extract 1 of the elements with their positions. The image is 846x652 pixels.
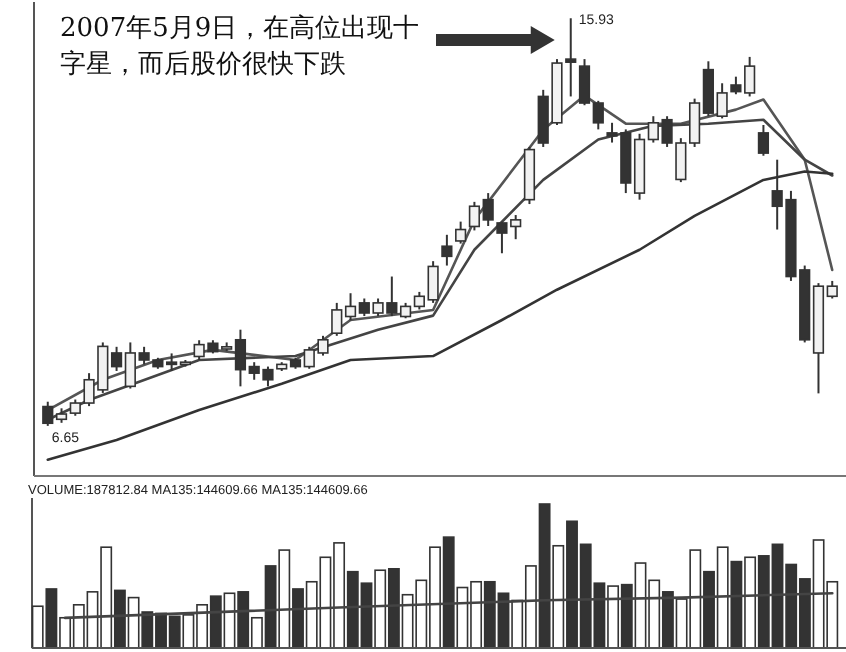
annotation: 2007年5月9日，在高位出现十字星，而后股价很快下跌 xyxy=(60,12,420,80)
